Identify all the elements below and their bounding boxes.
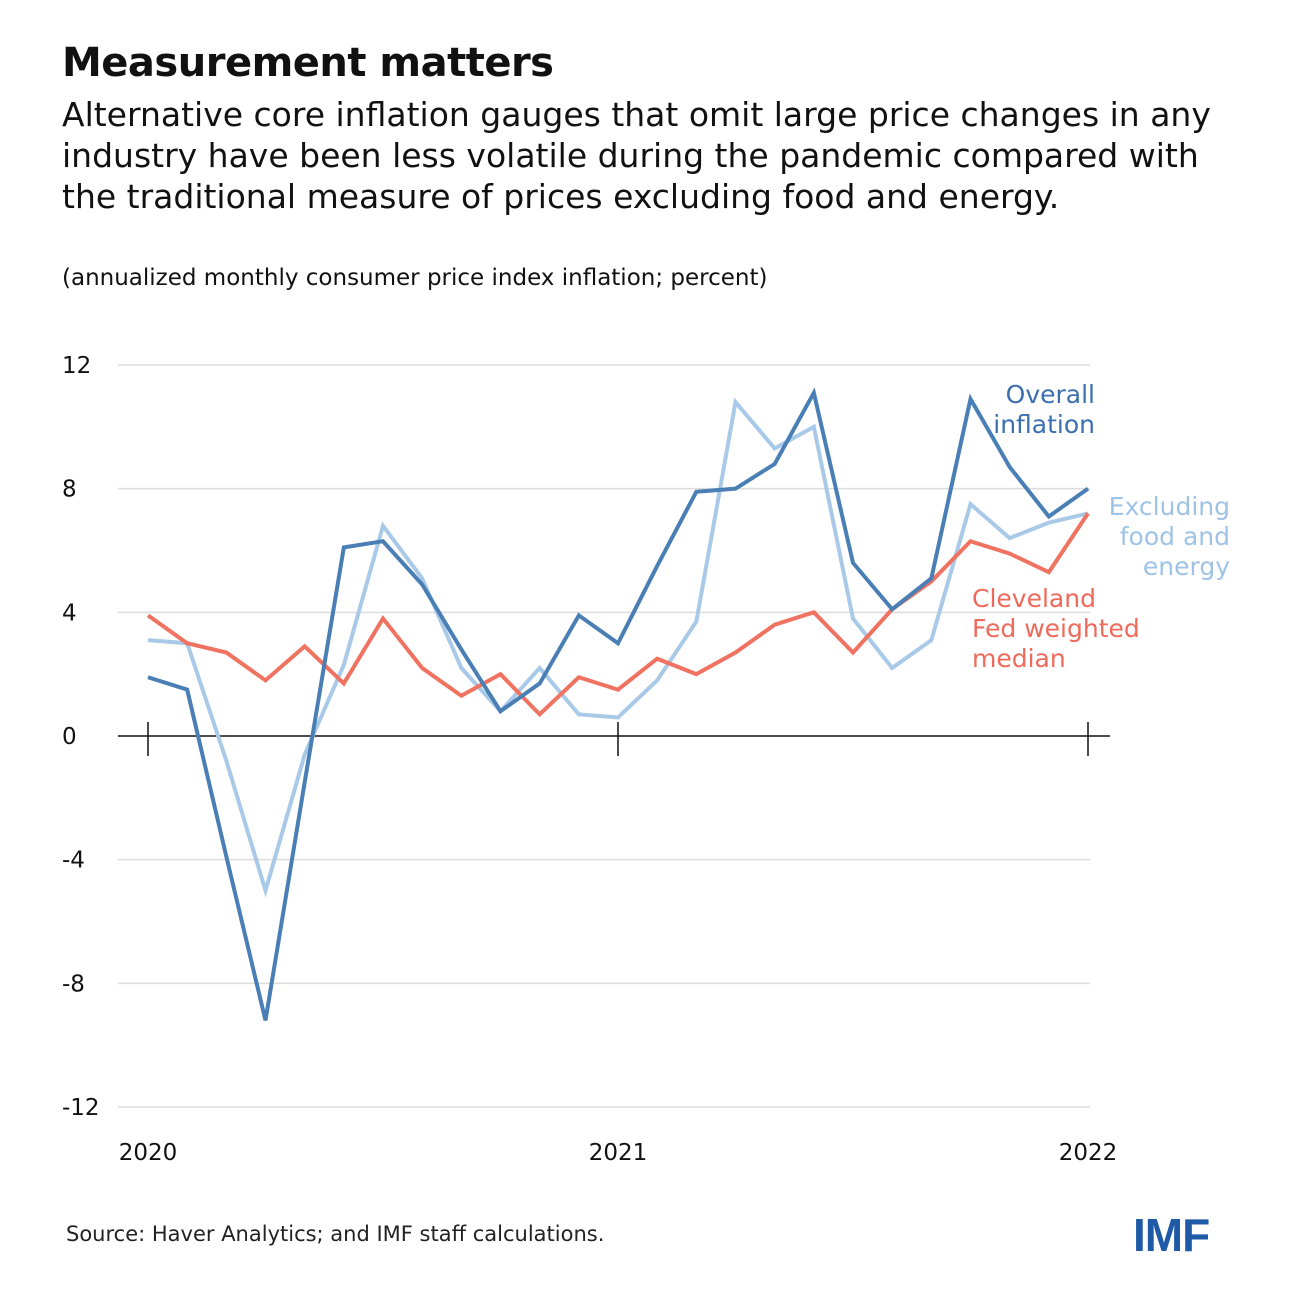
series-label: inflation xyxy=(993,410,1095,439)
y-tick-label: -8 xyxy=(62,971,85,997)
series-label: Excluding xyxy=(1109,492,1230,521)
series-label: Overall xyxy=(1006,380,1095,409)
x-tick-label: 2020 xyxy=(119,1140,178,1166)
chart-title: Measurement matters xyxy=(62,40,554,86)
series-label: energy xyxy=(1143,552,1230,581)
series-label: median xyxy=(972,644,1066,673)
y-tick-label: 4 xyxy=(62,600,77,626)
y-tick-label: 12 xyxy=(62,353,91,379)
y-tick-label: -12 xyxy=(62,1095,100,1121)
chart-subtitle: Alternative core inflation gauges that o… xyxy=(62,95,1211,216)
series-line-excl-food-energy xyxy=(147,397,1089,898)
x-tick-label: 2022 xyxy=(1059,1140,1118,1166)
y-tick-label: 8 xyxy=(62,477,77,503)
imf-logo: IMF xyxy=(1133,1209,1210,1261)
series-line-cleveland-median xyxy=(146,512,1090,718)
source-note: Source: Haver Analytics; and IMF staff c… xyxy=(66,1222,605,1246)
y-tick-label: 0 xyxy=(62,724,77,750)
y-tick-label: -4 xyxy=(62,848,85,874)
x-tick-label: 2021 xyxy=(589,1140,648,1166)
series-line-overall xyxy=(147,387,1090,1021)
series-label: Cleveland xyxy=(972,584,1096,613)
series-label: Fed weighted xyxy=(972,614,1140,643)
series-label: food and xyxy=(1120,522,1230,551)
units-note: (annualized monthly consumer price index… xyxy=(62,265,768,291)
